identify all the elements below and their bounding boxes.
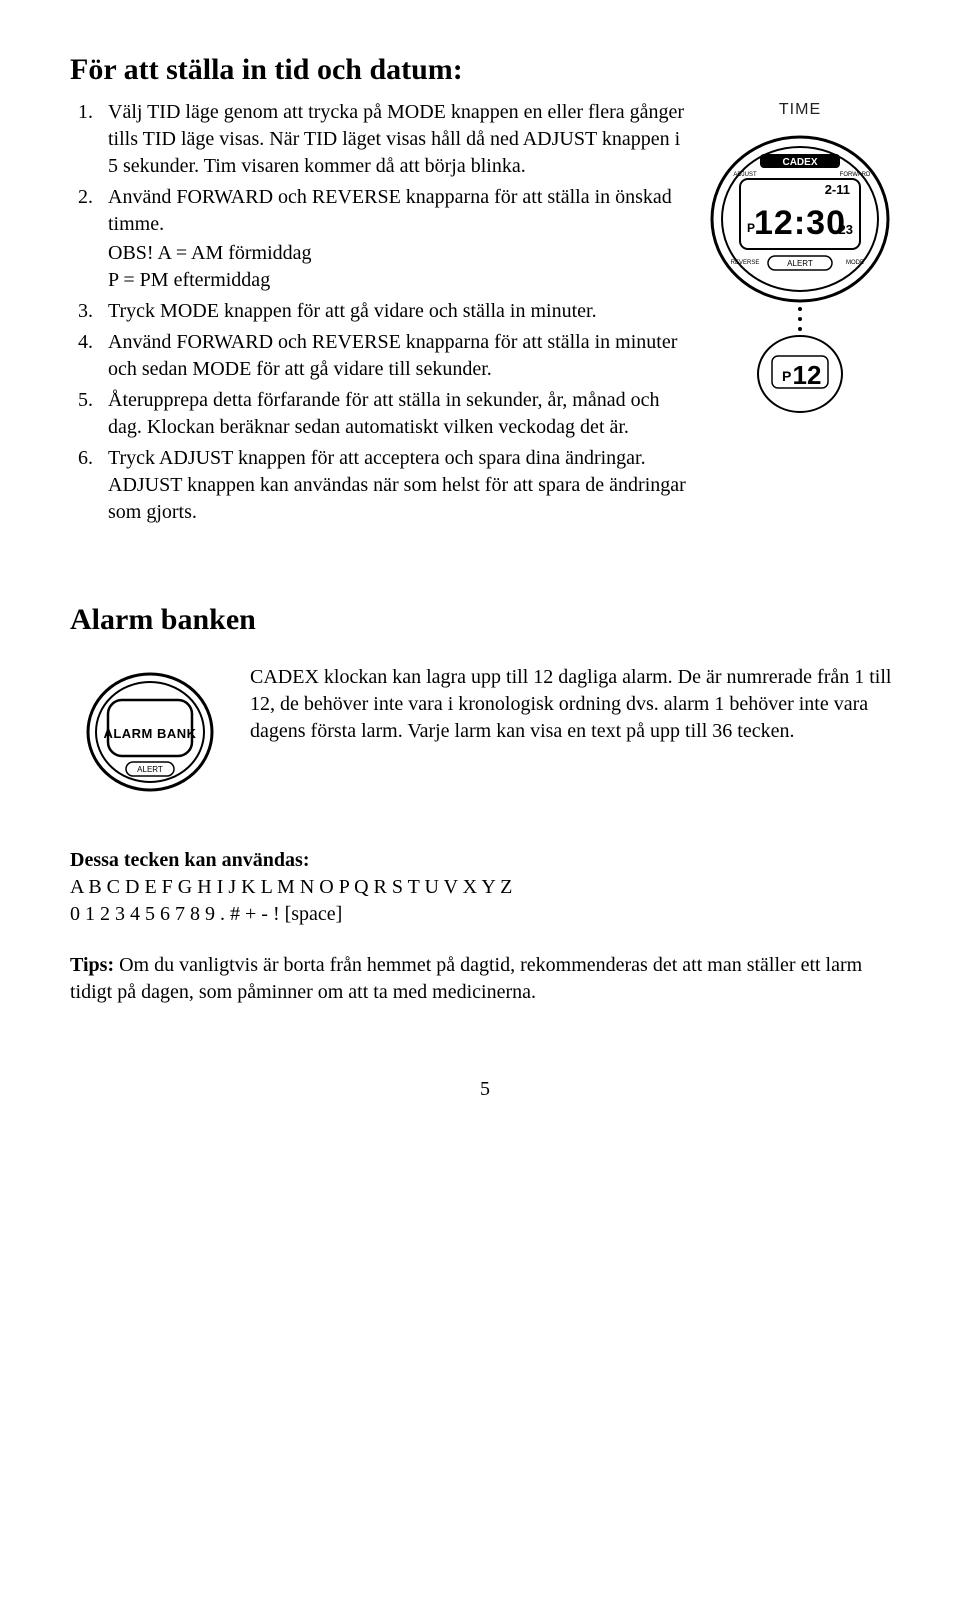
watch-brand-text: CADEX <box>782 157 817 168</box>
step-2-text: Använd FORWARD och REVERSE knapparna för… <box>108 186 672 235</box>
obs-block: OBS! A = AM förmiddag P = PM eftermiddag <box>108 240 686 294</box>
svg-text:REVERSE: REVERSE <box>731 260 760 266</box>
alarm-bank-icon: ALARM BANK ALERT <box>80 664 220 811</box>
section2-body: CADEX klockan kan lagra upp till 12 dagl… <box>250 664 900 745</box>
step-5: Återupprepa detta förfarande för att stä… <box>98 387 686 441</box>
watch-sub-p: P <box>782 368 791 384</box>
tips-label: Tips: <box>70 954 114 976</box>
steps-list: Välj TID läge genom att trycka på MODE k… <box>70 99 686 526</box>
section1-title: För att ställa in tid och datum: <box>70 50 900 91</box>
obs-line-p: P = PM eftermiddag <box>108 269 270 291</box>
obs-line-a: A = AM förmiddag <box>157 242 311 264</box>
watch-sub-val: 12 <box>793 360 822 390</box>
tips-body: Om du vanligtvis är borta från hemmet på… <box>70 954 862 1003</box>
svg-text:MODE: MODE <box>846 260 864 266</box>
watch-svg: CADEX ADJUST FORWARD REVERSE MODE 2-11 P… <box>705 124 895 414</box>
watch-time-text: 12:30 <box>754 204 846 242</box>
step-4: Använd FORWARD och REVERSE knapparna för… <box>98 329 686 383</box>
page-number: 5 <box>70 1076 900 1103</box>
watch-sec-text: 23 <box>839 222 853 237</box>
watch-date-text: 2-11 <box>825 182 850 197</box>
watch-mode-label: TIME <box>700 99 900 121</box>
chars-block: Dessa tecken kan användas: A B C D E F G… <box>70 847 900 928</box>
alarm-bank-text: ALARM BANK <box>103 726 196 741</box>
chars-line-2: 0 1 2 3 4 5 6 7 8 9 . # + - ! [space] <box>70 901 900 928</box>
obs-label: OBS! <box>108 242 154 264</box>
section2-title: Alarm banken <box>70 600 900 641</box>
step-6: Tryck ADJUST knappen för att acceptera o… <box>98 445 686 526</box>
chars-line-1: A B C D E F G H I J K L M N O P Q R S T … <box>70 874 900 901</box>
svg-text:FORWARD: FORWARD <box>840 172 871 178</box>
watch-alert-label: ALERT <box>787 259 813 268</box>
alarm-bank-alert: ALERT <box>137 765 163 774</box>
step-1: Välj TID läge genom att trycka på MODE k… <box>98 99 686 180</box>
section2-row: ALARM BANK ALERT CADEX klockan kan lagra… <box>70 664 900 811</box>
section1-row: Välj TID läge genom att trycka på MODE k… <box>70 99 900 530</box>
chars-heading: Dessa tecken kan användas: <box>70 847 900 874</box>
step-2: Använd FORWARD och REVERSE knapparna för… <box>98 184 686 294</box>
svg-text:ADJUST: ADJUST <box>733 172 757 178</box>
watch-figure: TIME CADEX ADJUST FORWARD REVERSE MODE 2… <box>700 99 900 415</box>
section1-text-col: Välj TID läge genom att trycka på MODE k… <box>70 99 686 530</box>
tips-block: Tips: Om du vanligtvis är borta från hem… <box>70 952 900 1006</box>
step-3: Tryck MODE knappen för att gå vidare och… <box>98 298 686 325</box>
